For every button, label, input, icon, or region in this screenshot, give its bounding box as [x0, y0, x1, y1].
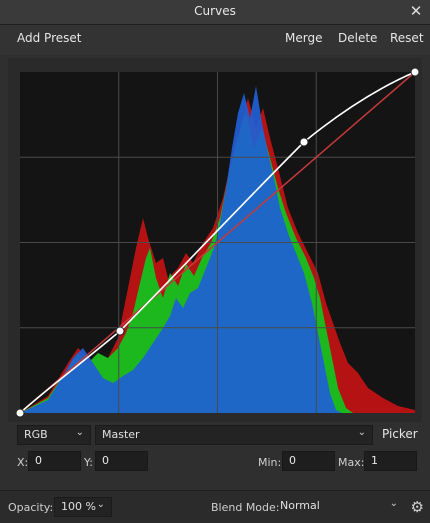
channel-select[interactable]: RGB ⌄	[17, 425, 91, 445]
add-preset-button[interactable]: Add Preset	[17, 31, 82, 45]
blue-histogram	[20, 86, 342, 413]
master-curve	[19, 71, 416, 414]
panel-title: Curves	[194, 4, 236, 18]
x-label: X:	[17, 456, 29, 469]
channel-value: RGB	[24, 428, 48, 441]
identity-line	[19, 71, 416, 414]
curve-target-value: Master	[102, 428, 140, 441]
control-point	[299, 137, 309, 147]
chevron-down-icon: ⌄	[96, 499, 105, 510]
min-label: Min:	[258, 456, 282, 469]
y-label: Y:	[84, 456, 93, 469]
max-label: Max:	[338, 456, 365, 469]
control-point	[115, 326, 125, 336]
opacity-label: Opacity:	[8, 501, 54, 514]
blend-mode-select[interactable]: Normal ⌄	[274, 497, 404, 517]
control-point	[410, 67, 420, 77]
delete-button[interactable]: Delete	[338, 31, 378, 45]
picker-button[interactable]: Picker	[382, 427, 418, 441]
toolbar: Add Preset Merge Delete Reset	[0, 25, 430, 55]
bottom-bar: Opacity: 100 % ⌄ Blend Mode: Normal ⌄ ⚙	[0, 490, 430, 523]
blend-mode-label: Blend Mode:	[211, 501, 280, 514]
y-input[interactable]: 0	[95, 451, 148, 471]
curves-graph[interactable]	[8, 58, 422, 422]
close-icon[interactable]: ✕	[409, 2, 423, 20]
blend-mode-value: Normal	[280, 499, 320, 512]
opacity-select[interactable]: 100 % ⌄	[54, 497, 112, 517]
reset-button[interactable]: Reset	[390, 31, 424, 45]
x-input[interactable]: 0	[28, 451, 81, 471]
merge-button[interactable]: Merge	[285, 31, 323, 45]
chevron-down-icon: ⌄	[357, 427, 366, 438]
title-bar: Curves ✕	[0, 0, 430, 25]
gear-icon[interactable]: ⚙	[410, 498, 424, 516]
chevron-down-icon: ⌄	[75, 427, 84, 438]
opacity-value: 100 %	[61, 500, 96, 513]
min-input[interactable]: 0	[282, 451, 335, 471]
curve-target-select[interactable]: Master ⌄	[95, 425, 373, 445]
control-point	[15, 408, 25, 418]
chevron-down-icon: ⌄	[389, 498, 398, 509]
curve-control-points	[15, 67, 420, 418]
max-input[interactable]: 1	[364, 451, 417, 471]
